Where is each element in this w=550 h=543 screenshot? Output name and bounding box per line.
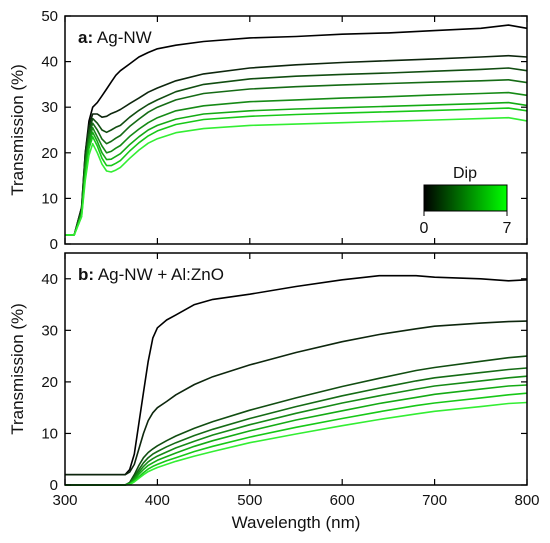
panel-b-y-tick-label: 0 [50,477,58,494]
colorbar-gradient [423,184,508,212]
panel-a-series-dip-6 [65,107,528,236]
panel-b-y-tick-label: 40 [41,271,58,288]
panel-a-title: a: Ag-NW [78,28,152,47]
panel-a-y-axis: 0 10 20 30 40 50 [41,8,528,253]
panel-b-frame [64,252,528,486]
panel-b-series-dip-4 [65,375,528,486]
x-tick-label: 800 [514,492,539,509]
panel-a-y-tick-label: 30 [41,99,58,116]
panel-b-y-tick-label: 10 [41,425,58,442]
panel-a-chart: 0 10 20 30 40 50 a: Ag-NW Transmission (%) Di… [8,8,528,253]
x-tick-label: 600 [330,492,355,509]
x-tick-label: 400 [145,492,170,509]
panel-a-series-dip-5 [65,101,528,236]
panel-b-y-tick-label: 30 [41,322,58,339]
panel-b-y-axis: 0 10 20 30 40 [41,253,528,494]
panel-b-y-axis-title: Transmission (%) [8,303,27,435]
x-tick-label: 500 [237,492,262,509]
panel-a-letter: a: [78,28,93,47]
panel-a-label: Ag-NW [93,28,152,47]
panel-b-y-tick-label: 20 [41,374,58,391]
panel-b-letter: b: [78,265,94,284]
colorbar-min-label: 0 [420,220,429,237]
panel-a-series-dip-7 [65,116,528,236]
panel-a-series-dip-1 [65,54,528,236]
panel-a-series-dip-0 [65,24,528,236]
x-axis-title: Wavelength (nm) [232,513,361,532]
panel-b-series-dip-0 [65,274,528,476]
panel-b-series-group [65,274,528,486]
panel-a-y-tick-label: 40 [41,54,58,71]
panel-b-title: b: Ag-NW + Al:ZnO [78,265,224,284]
panel-a-y-axis-title: Transmission (%) [8,64,27,196]
x-axis: 300 400 500 600 700 800 [52,492,539,509]
dip-colorbar: Dip 0 7 [420,165,512,237]
panel-a-series-dip-2 [65,67,528,236]
colorbar-title: Dip [453,165,477,182]
panel-b-series-dip-1 [65,320,528,476]
panel-a-series-dip-4 [65,91,528,236]
panel-a-y-tick-label: 50 [41,8,58,25]
panel-a-series-dip-3 [65,79,528,236]
panel-b-series-dip-7 [65,401,528,486]
panel-a-y-tick-label: 0 [50,236,58,253]
panel-a-y-tick-label: 20 [41,145,58,162]
panel-a-frame [64,15,528,245]
panel-a-y-tick-label: 10 [41,190,58,207]
x-tick-label: 300 [52,492,77,509]
colorbar-max-label: 7 [503,220,512,237]
panel-b-label: Ag-NW + Al:ZnO [94,265,224,284]
panel-b-chart: 0 10 20 30 40 b: Ag-NW + Al:ZnO Transmission… [8,252,528,494]
panel-a-series-group [65,24,528,236]
x-tick-label: 700 [422,492,447,509]
